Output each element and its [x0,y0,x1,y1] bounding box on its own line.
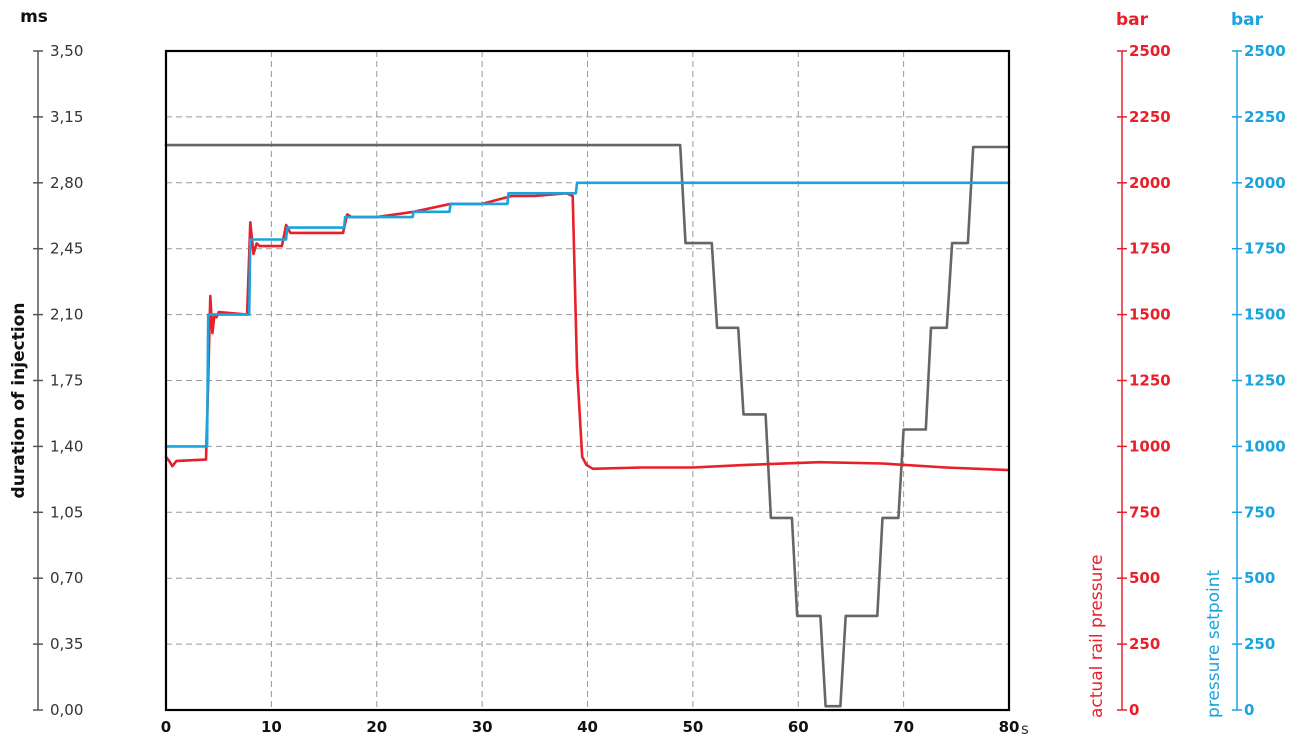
left-axis-title: duration of injection [9,303,29,499]
setpoint-tick-label: 2500 [1244,42,1286,60]
setpoint-tick-label: 1250 [1244,372,1286,390]
plot-area-border [164,49,1011,712]
tick-labels: 0,00 0,35 0,70 1,05 1,40 1,75 2,10 2,45 2,80 3,15… [50,42,1286,736]
left-tick-label: 2,10 [50,306,83,324]
x-tick-label: 20 [366,718,387,736]
setpoint-tick-label: 0 [1244,701,1254,719]
left-tick-label: 2,45 [50,240,83,258]
x-tick-label: 50 [682,718,703,736]
axis-labels: ms duration of injection s bar actual rail p… [9,7,1264,738]
left-tick-label: 2,80 [50,174,83,192]
rail-pressure-axis-unit: bar [1116,10,1149,30]
x-tick-label: 70 [893,718,914,736]
rail-pressure-axis-title: actual rail pressure [1087,555,1107,718]
x-tick-label: 60 [788,718,809,736]
setpoint-tick-label: 750 [1244,503,1275,521]
x-tick-label: 10 [261,718,282,736]
setpoint-axis-title: pressure setpoint [1204,569,1224,718]
series-duration-of-injection-line [164,143,1011,708]
left-tick-label: 3,50 [50,42,83,60]
rail-pressure-tick-label: 1750 [1129,240,1171,258]
left-tick-label: 1,05 [50,503,83,521]
x-tick-label: 30 [472,718,493,736]
rail-pressure-tick-label: 2000 [1129,174,1171,192]
setpoint-tick-label: 1500 [1244,306,1286,324]
left-tick-label: 1,75 [50,372,83,390]
setpoint-axis-unit: bar [1231,10,1264,30]
rail-pressure-tick-label: 2500 [1129,42,1171,60]
x-tick-label: 80 [999,718,1020,736]
left-tick-label: 1,40 [50,437,83,455]
left-tick-label: 0,70 [50,569,83,587]
rail-pressure-tick-label: 0 [1129,701,1139,719]
rail-pressure-tick-label: 250 [1129,635,1160,653]
rail-pressure-tick-label: 500 [1129,569,1160,587]
rail-pressure-tick-label: 2250 [1129,108,1171,126]
rail-pressure-tick-label: 750 [1129,503,1160,521]
rail-pressure-tick-label: 1500 [1129,306,1171,324]
axes [33,50,1242,711]
rail-pressure-tick-label: 1000 [1129,437,1171,455]
left-axis-unit: ms [20,7,48,27]
setpoint-tick-label: 1000 [1244,437,1286,455]
rail-pressure-tick-label: 1250 [1129,372,1171,390]
left-tick-label: 3,15 [50,108,83,126]
setpoint-tick-label: 250 [1244,635,1275,653]
left-tick-label: 0,00 [50,701,83,719]
x-tick-label: 0 [161,718,171,736]
grid-lines [166,51,1009,710]
setpoint-tick-label: 2250 [1244,108,1286,126]
series-pressure-setpoint-line [164,181,1011,448]
series-lines [164,143,1011,708]
plot-frame [164,49,1011,712]
setpoint-tick-label: 1750 [1244,240,1286,258]
x-axis-unit: s [1021,720,1029,738]
x-tick-label: 40 [577,718,598,736]
setpoint-tick-label: 2000 [1244,174,1286,192]
setpoint-tick-label: 500 [1244,569,1275,587]
left-tick-label: 0,35 [50,635,83,653]
